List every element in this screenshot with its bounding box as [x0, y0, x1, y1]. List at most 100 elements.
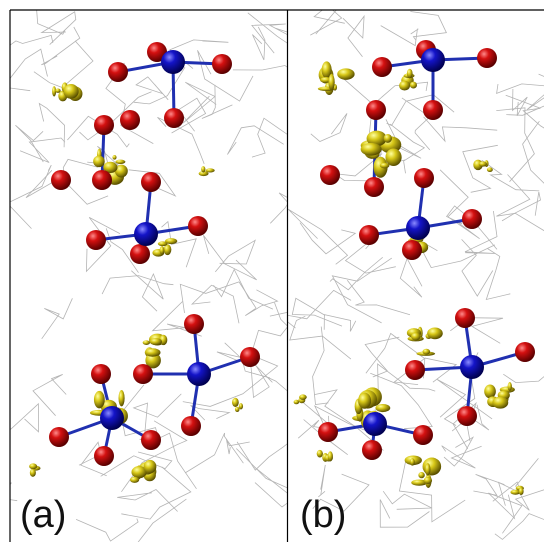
- lattice-line: [102, 276, 173, 295]
- central-atom: [100, 406, 124, 430]
- density-lobe: [425, 463, 430, 475]
- oxygen-atom: [477, 48, 497, 68]
- lattice-line: [245, 290, 277, 316]
- oxygen-atom: [120, 110, 140, 130]
- lattice-line: [340, 76, 428, 105]
- central-atom: [406, 216, 430, 240]
- lattice-line: [270, 193, 299, 223]
- lattice-line: [381, 26, 419, 46]
- density-lobe: [115, 160, 125, 164]
- lattice-line: [496, 108, 534, 182]
- lattice-line: [121, 467, 191, 519]
- density-lobe: [118, 390, 124, 406]
- lattice-line: [185, 433, 243, 473]
- lattice-line: [237, 427, 309, 471]
- lattice-line: [248, 13, 310, 58]
- density-lobe: [424, 477, 432, 484]
- central-atom: [134, 222, 158, 246]
- lattice-line: [76, 519, 138, 542]
- lattice-line: [311, 113, 347, 141]
- lattice-line: [292, 298, 342, 326]
- lattice-line: [42, 298, 73, 339]
- lattice-line: [424, 117, 498, 141]
- lattice-line: [0, 35, 53, 61]
- lattice-line: [226, 439, 249, 454]
- lattice-line: [252, 27, 265, 60]
- panel-label: (a): [20, 494, 66, 536]
- density-lobe: [145, 348, 161, 356]
- lattice-line: [0, 404, 39, 440]
- oxygen-atom: [423, 100, 443, 120]
- oxygen-atom: [94, 115, 114, 135]
- oxygen-atom: [91, 364, 111, 384]
- lattice-line: [117, 490, 177, 512]
- central-atom: [161, 50, 185, 74]
- oxygen-atom: [141, 430, 161, 450]
- lattice-line: [394, 358, 456, 385]
- density-lobe: [235, 407, 240, 412]
- oxygen-atom: [402, 240, 422, 260]
- density-lobe: [479, 161, 487, 166]
- lattice-line: [332, 258, 391, 323]
- density-lobe: [112, 155, 116, 160]
- oxygen-atom: [366, 100, 386, 120]
- oxygen-atom: [188, 216, 208, 236]
- density-lobe: [294, 400, 300, 405]
- oxygen-atom: [515, 342, 535, 362]
- lattice-line: [486, 249, 510, 300]
- density-lobe: [487, 167, 493, 172]
- lattice-line: [516, 458, 544, 510]
- density-lobe: [337, 68, 354, 79]
- lattice-line: [202, 85, 233, 119]
- density-lobe: [411, 332, 420, 340]
- panel-label: (b): [300, 494, 346, 536]
- lattice-line: [252, 118, 292, 157]
- density-lobe: [328, 451, 333, 461]
- density-lobe: [384, 134, 392, 143]
- density-lobe: [410, 458, 415, 466]
- lattice-line: [365, 337, 399, 377]
- density-lobe: [93, 156, 105, 168]
- lattice-line: [523, 121, 544, 193]
- density-lobe: [150, 338, 162, 345]
- lattice-line: [300, 223, 355, 254]
- oxygen-atom: [364, 177, 384, 197]
- oxygen-atom: [133, 364, 153, 384]
- lattice-line: [495, 514, 544, 540]
- lattice-line: [380, 500, 429, 528]
- panel-a: [0, 0, 326, 542]
- panel-b: [277, 0, 544, 539]
- oxygen-atom: [405, 360, 425, 380]
- oxygen-atom: [372, 57, 392, 77]
- density-lobe: [29, 463, 37, 469]
- central-atom: [363, 412, 387, 436]
- density-lobe: [328, 74, 334, 91]
- lattice-line: [324, 315, 356, 332]
- lattice-line: [288, 209, 348, 264]
- figure: (a) (b): [0, 0, 544, 542]
- density-lobe: [358, 393, 371, 409]
- density-lobe: [165, 238, 177, 244]
- density-lobe: [508, 382, 512, 391]
- oxygen-atom: [130, 244, 150, 264]
- central-atom: [187, 362, 211, 386]
- lattice-line: [16, 125, 44, 162]
- oxygen-atom: [320, 165, 340, 185]
- oxygen-atom: [413, 425, 433, 445]
- lattice-line: [33, 374, 66, 415]
- density-lobe: [201, 166, 205, 172]
- lattice-line: [482, 160, 540, 191]
- density-lobe: [519, 488, 524, 495]
- lattice-line: [227, 126, 283, 155]
- oxygen-atom: [362, 440, 382, 460]
- oxygen-atom: [212, 54, 232, 74]
- density-lobe: [361, 143, 382, 156]
- density-lobe: [410, 82, 417, 89]
- oxygen-atom: [414, 168, 434, 188]
- oxygen-atom: [462, 209, 482, 229]
- density-lobe: [407, 69, 413, 79]
- lattice-line: [119, 499, 186, 542]
- density-lobe: [317, 450, 323, 458]
- oxygen-atom: [108, 62, 128, 82]
- lattice-line: [313, 327, 329, 405]
